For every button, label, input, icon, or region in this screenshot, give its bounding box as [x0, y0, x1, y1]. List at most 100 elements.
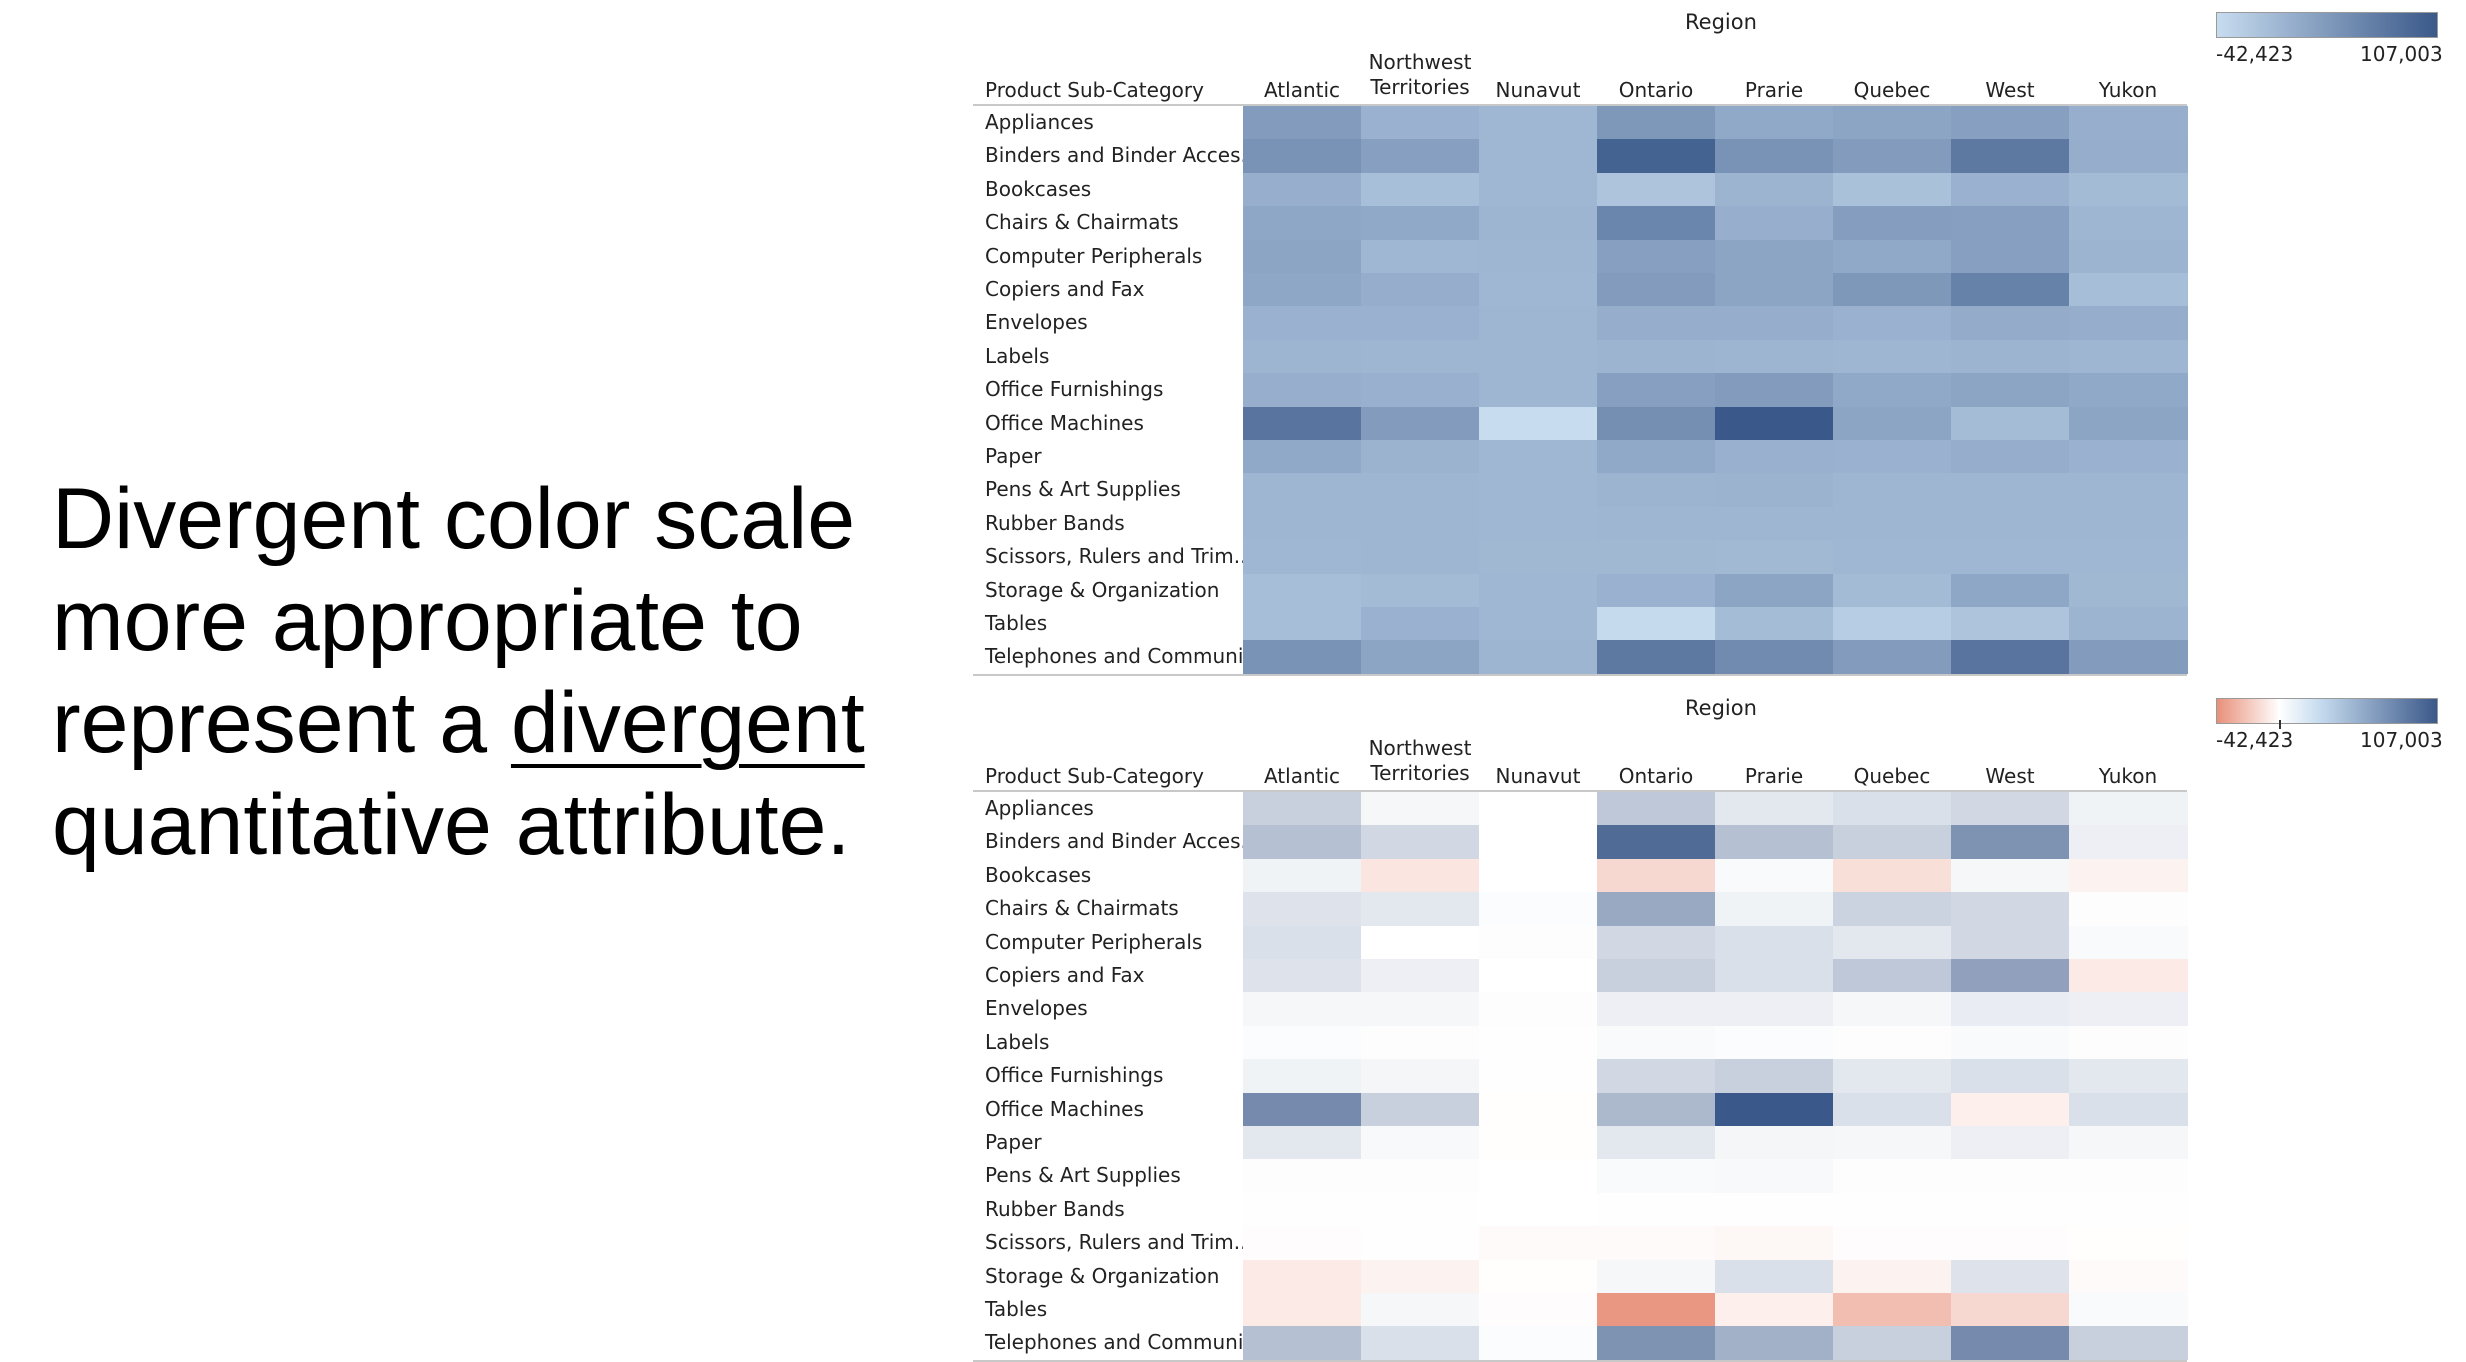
- heatmap-cell: [1479, 540, 1598, 575]
- heatmap-cell: [1479, 1059, 1598, 1094]
- heatmap-cell: [1833, 640, 1952, 675]
- heatmap-cell: [1951, 992, 2070, 1027]
- heatmap-cell: [1361, 640, 1480, 675]
- header-divider: [973, 790, 2187, 792]
- heatmap-cell: [1361, 925, 1480, 960]
- heatmap-cell: [1951, 206, 2070, 241]
- heatmap-cell: [1361, 792, 1480, 826]
- heatmap-cell: [1951, 172, 2070, 207]
- heatmap-cell: [1833, 440, 1952, 474]
- heatmap-cell: [1951, 339, 2070, 374]
- heatmap-cell: [1715, 273, 1834, 307]
- heatmap-cell: [1833, 1025, 1952, 1060]
- heatmap-cell: [1597, 206, 1716, 241]
- heatmap-cell: [2069, 339, 2188, 374]
- heatmap-cell: [1479, 892, 1598, 927]
- heatmap-cell: [1715, 959, 1834, 993]
- heatmap-cell: [1951, 1192, 2070, 1227]
- heatmap-cell: [2069, 640, 2188, 675]
- heatmap-cell: [1597, 1192, 1716, 1227]
- row-label: Office Furnishings: [985, 1063, 1164, 1088]
- bottom-divider: [973, 1359, 2187, 1362]
- heatmap-cell: [1715, 406, 1834, 441]
- heatmap-cell: [1361, 106, 1480, 140]
- heatmap-cell: [1833, 406, 1952, 441]
- heatmap-cell: [1361, 540, 1480, 575]
- heatmap-cell: [1243, 1159, 1362, 1194]
- row-header-label: Product Sub-Category: [985, 764, 1204, 788]
- column-header: Yukon: [2098, 78, 2158, 102]
- heatmap-cell: [1833, 792, 1952, 826]
- heatmap-cell: [2069, 892, 2188, 927]
- heatmap-cell: [1361, 892, 1480, 927]
- heatmap-cell: [1597, 306, 1716, 341]
- heatmap-cell: [1243, 306, 1362, 341]
- heatmap-cell: [1243, 1226, 1362, 1261]
- heatmap-cell: [2069, 1259, 2188, 1294]
- legend-max-label: 107,003: [2360, 728, 2443, 752]
- heatmap-cell: [1361, 992, 1480, 1027]
- heatmap-cell: [1479, 440, 1598, 474]
- heatmap-cell: [1715, 473, 1834, 508]
- heatmap-cell: [1243, 825, 1362, 860]
- heatmap-cell: [1951, 1326, 2070, 1361]
- heatmap-cell: [1597, 959, 1716, 993]
- row-label: Labels: [985, 1029, 1050, 1054]
- column-header: Quebec: [1853, 764, 1931, 788]
- column-header: Ontario: [1618, 78, 1694, 102]
- row-label: Binders and Binder Acces..: [985, 829, 1254, 854]
- heatmap-cell: [1243, 607, 1362, 641]
- heatmap-cell: [2069, 1092, 2188, 1127]
- heatmap-cell: [1361, 1025, 1480, 1060]
- heatmap-cell: [1951, 373, 2070, 408]
- heatmap-cell: [1479, 139, 1598, 174]
- heatmap-cell: [1715, 172, 1834, 207]
- heatmap-cell: [2069, 607, 2188, 641]
- heatmap-cell: [2069, 1126, 2188, 1160]
- heatmap-cell: [1715, 1226, 1834, 1261]
- heatmap-cell: [1243, 1192, 1362, 1227]
- legend-min-label: -42,423: [2216, 42, 2294, 66]
- heatmap-cell: [2069, 925, 2188, 960]
- column-header: Prarie: [1744, 764, 1804, 788]
- heatmap-cell: [2069, 440, 2188, 474]
- heatmap-cell: [1597, 858, 1716, 893]
- heatmap-cell: [1361, 239, 1480, 274]
- column-header: West: [1985, 764, 2035, 788]
- heatmap-cell: [1479, 506, 1598, 541]
- row-label: Scissors, Rulers and Trim..: [985, 1230, 1247, 1255]
- heatmap-cell: [2069, 825, 2188, 860]
- heatmap-cell: [1243, 1259, 1362, 1294]
- heatmap-cell: [1833, 106, 1952, 140]
- heatmap-cell: [1479, 1226, 1598, 1261]
- heatmap-cell: [1243, 858, 1362, 893]
- heatmap-cell: [1833, 239, 1952, 274]
- heatmap-cell: [1833, 1192, 1952, 1227]
- heatmap-cell: [1951, 440, 2070, 474]
- heatmap-cell: [2069, 106, 2188, 140]
- heatmap-cell: [1243, 106, 1362, 140]
- heatmap-cell: [1715, 992, 1834, 1027]
- heatmap-cell: [1243, 473, 1362, 508]
- heatmap-cell: [1715, 1159, 1834, 1194]
- heatmap-cell: [1479, 1126, 1598, 1160]
- row-label: Tables: [985, 611, 1048, 635]
- heatmap-cell: [1597, 473, 1716, 508]
- heatmap-cell: [1597, 1226, 1716, 1261]
- heatmap-cell: [2069, 473, 2188, 508]
- row-label: Computer Peripherals: [985, 243, 1203, 268]
- heatmap-cell: [1833, 573, 1952, 608]
- heatmap-cell: [1833, 473, 1952, 508]
- heatmap-cell: [1361, 206, 1480, 241]
- heatmap-cell: [1833, 540, 1952, 575]
- heatmap-cell: [1479, 239, 1598, 274]
- heatmap-cell: [1833, 1092, 1952, 1127]
- heatmap-cell: [1243, 373, 1362, 408]
- color-legend-bar: [2216, 698, 2438, 724]
- heatmap-cell: [1243, 925, 1362, 960]
- heatmap-cell: [1243, 1326, 1362, 1361]
- heatmap-diverging: Region Product Sub-Category Atlantic Northw…: [960, 686, 2460, 1362]
- heatmap-cell: [1715, 792, 1834, 826]
- heatmap-cell: [1597, 373, 1716, 408]
- heatmap-cell: [1951, 640, 2070, 675]
